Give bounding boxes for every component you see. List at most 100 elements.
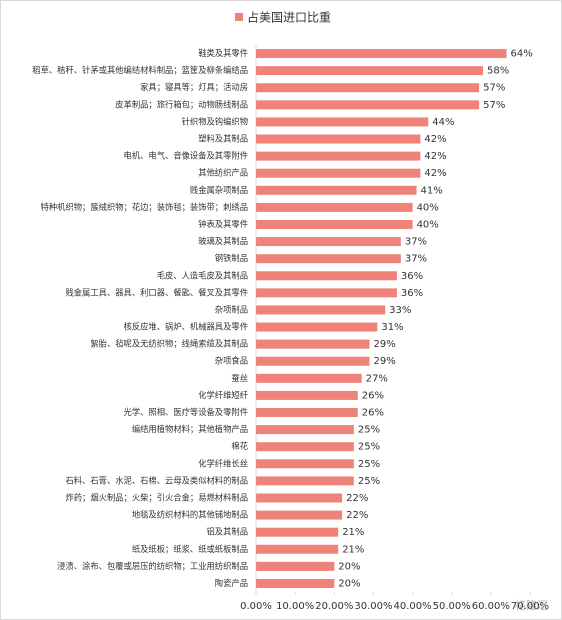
bar: [256, 305, 386, 315]
legend-label: 占美国进口比重: [247, 10, 331, 25]
category-label: 钟表及其零件: [198, 219, 248, 229]
category-label: 杂项制品: [215, 304, 248, 314]
category-label: 絮胎、毡呢及无纺织物；线绳索缆及其制品: [90, 339, 248, 349]
bar: [256, 288, 397, 298]
bar: [256, 356, 370, 366]
bar: [256, 237, 401, 247]
bar: [256, 459, 354, 469]
bar: [256, 271, 397, 281]
value-label: 64%: [511, 49, 533, 60]
value-label: 25%: [358, 425, 380, 436]
category-label: 其他纺织产品: [198, 168, 248, 178]
value-label: 37%: [405, 254, 427, 265]
bar: [256, 476, 354, 486]
category-label: 化学纤维短纤: [198, 390, 248, 400]
category-label: 化学纤维长丝: [198, 458, 248, 468]
bar: [256, 425, 354, 435]
value-label: 20%: [338, 578, 360, 589]
value-label: 42%: [424, 134, 446, 145]
category-label: 地毯及纺织材料的其他铺地制品: [132, 510, 248, 520]
value-label: 26%: [362, 390, 384, 401]
bar: [256, 544, 339, 554]
value-label: 40%: [417, 219, 439, 230]
category-label: 毛皮、人造毛皮及其制品: [157, 270, 248, 280]
value-label: 31%: [381, 322, 403, 333]
bar: [256, 527, 339, 537]
category-label: 棉花: [231, 441, 248, 451]
value-label: 36%: [401, 288, 423, 299]
value-label: 57%: [483, 100, 505, 111]
value-label: 42%: [424, 151, 446, 162]
category-label: 光学、照相、医疗等设备及零附件: [124, 407, 248, 417]
x-tick-label: 40.00%: [394, 601, 432, 612]
bar: [256, 185, 417, 195]
category-label: 贱金属工具、器具、利口器、餐匙、餐叉及其零件: [65, 287, 248, 297]
value-label: 29%: [374, 356, 396, 367]
x-tick-label: 10.00%: [276, 601, 314, 612]
legend-swatch: [235, 13, 243, 21]
bar: [256, 322, 378, 332]
category-label: 玻璃及其制品: [198, 236, 248, 246]
bar: [256, 493, 343, 503]
category-label: 贱金属杂项制品: [190, 185, 248, 195]
category-label: 编结用植物材料；其他植物产品: [132, 424, 248, 434]
bar: [256, 442, 354, 452]
value-label: 21%: [342, 527, 364, 538]
bar: [256, 408, 358, 418]
category-label: 塑料及其制品: [198, 134, 248, 144]
category-label: 核反应堆、锅炉、机械器具及零件: [124, 322, 248, 332]
category-label: 针织物及钩编织物: [182, 116, 248, 126]
category-label: 皮革制品；旅行箱包；动物肠线制品: [115, 99, 248, 109]
value-label: 29%: [374, 339, 396, 350]
bar: [256, 578, 335, 588]
category-label: 陶瓷产品: [215, 578, 248, 588]
category-label: 纸及纸板；纸浆、纸或纸板制品: [132, 544, 248, 554]
bar: [256, 83, 480, 93]
x-tick-label: 50.00%: [433, 601, 471, 612]
category-label: 家具；寝具等；灯具；活动房: [140, 82, 248, 92]
category-label: 石料、石膏、水泥、石棉、云母及类似材料的制品: [65, 475, 248, 485]
category-label: 特种机织物；簇绒织物；花边；装饰毯；装饰带；刺绣品: [41, 202, 248, 212]
value-label: 40%: [417, 202, 439, 213]
bar: [256, 117, 429, 127]
value-label: 22%: [346, 493, 368, 504]
category-label: 电机、电气、音像设备及其零附件: [124, 151, 248, 161]
watermark: 格隆汇: [515, 598, 548, 612]
bar: [256, 219, 413, 229]
value-label: 58%: [487, 66, 509, 77]
value-label: 36%: [401, 271, 423, 282]
value-label: 57%: [483, 83, 505, 94]
category-label: 浸渍、涂布、包覆或层压的纺织物；工业用纺织制品: [57, 561, 248, 571]
category-label: 钢铁制品: [215, 253, 248, 263]
value-label: 26%: [362, 408, 384, 419]
value-label: 42%: [424, 168, 446, 179]
value-label: 41%: [420, 185, 442, 196]
value-label: 27%: [366, 373, 388, 384]
value-label: 44%: [432, 117, 454, 128]
value-label: 25%: [358, 459, 380, 470]
value-label: 25%: [358, 442, 380, 453]
bar: [256, 373, 362, 383]
bar: [256, 151, 421, 161]
bar: [256, 168, 421, 178]
x-tick-label: 70.00%: [511, 601, 549, 612]
bar: [256, 390, 358, 400]
value-label: 22%: [346, 510, 368, 521]
category-label: 鞋类及其零件: [198, 48, 248, 58]
bar: [256, 561, 335, 571]
x-tick-label: 60.00%: [472, 601, 510, 612]
x-tick-label: 30.00%: [354, 601, 392, 612]
bar: [256, 254, 401, 264]
value-label: 25%: [358, 476, 380, 487]
value-label: 37%: [405, 237, 427, 248]
value-label: 20%: [338, 561, 360, 572]
bar: [256, 49, 507, 59]
x-tick-label: 0.00%: [240, 601, 272, 612]
bar: [256, 100, 480, 110]
bar: [256, 202, 413, 212]
bar: [256, 134, 421, 144]
bar: [256, 339, 370, 349]
bar: [256, 66, 484, 76]
category-label: 铝及其制品: [207, 527, 249, 537]
